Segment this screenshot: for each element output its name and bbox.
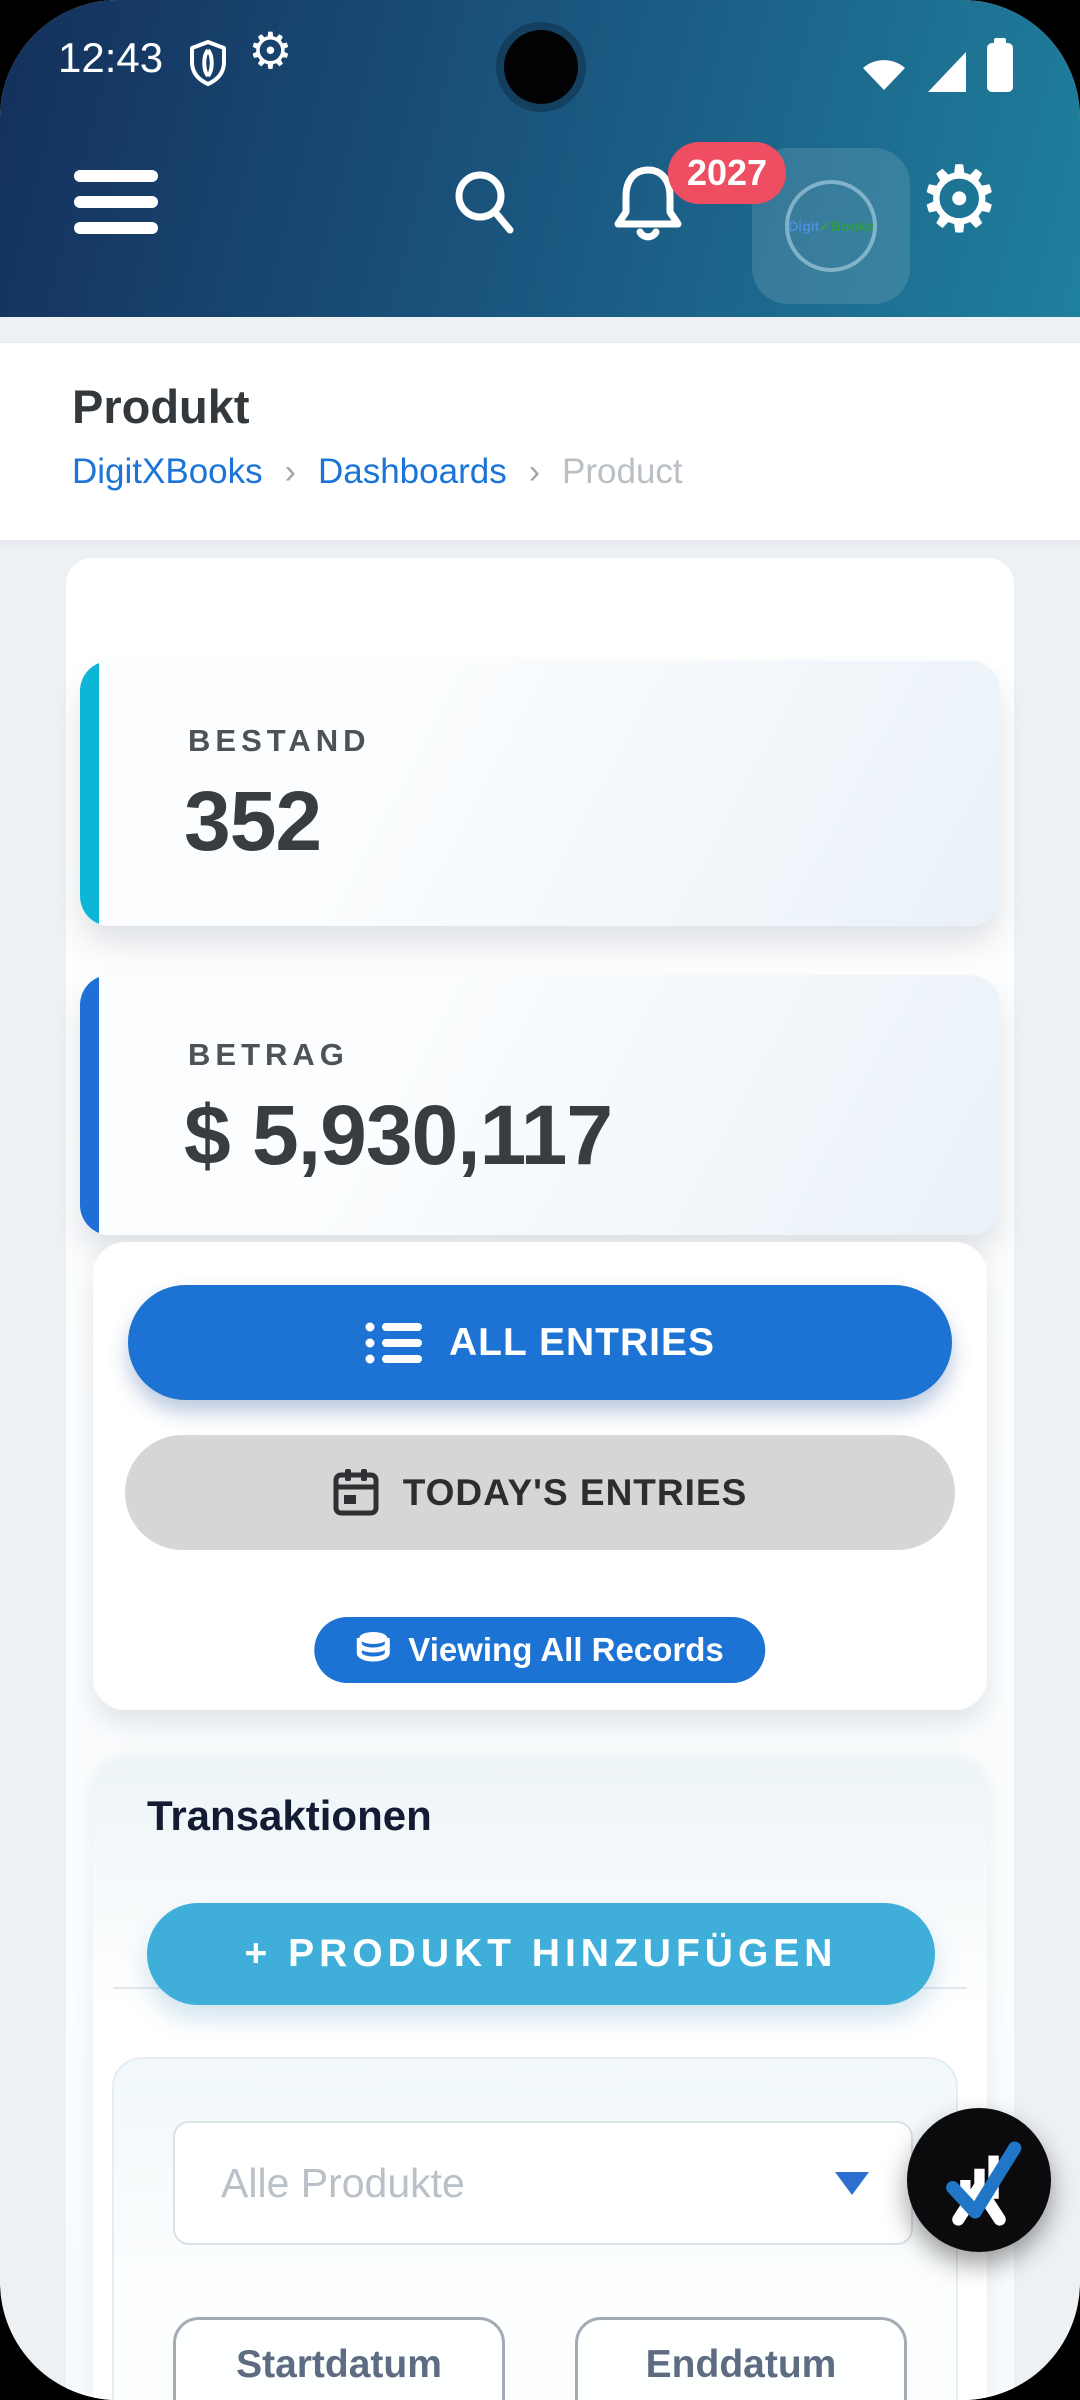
accent-bar-blue bbox=[80, 975, 99, 1235]
end-date-button[interactable]: Enddatum bbox=[575, 2317, 907, 2400]
logo-chart-check-icon bbox=[946, 2141, 1022, 2226]
list-icon bbox=[365, 1322, 423, 1363]
page-title: Produkt bbox=[72, 380, 250, 433]
notification-badge: 2027 bbox=[668, 142, 786, 204]
viewing-all-records-chip: Viewing All Records bbox=[314, 1617, 766, 1683]
wifi-icon bbox=[860, 54, 908, 92]
breadcrumb-dashboards-link[interactable]: Dashboards bbox=[317, 452, 507, 491]
select-placeholder: Alle Produkte bbox=[221, 2159, 465, 2206]
stat-value: 352 bbox=[184, 774, 322, 868]
notifications-button[interactable] bbox=[608, 162, 688, 246]
transactions-title: Transaktionen bbox=[147, 1792, 432, 1839]
calendar-icon bbox=[333, 1468, 379, 1515]
caret-down-icon bbox=[835, 2171, 869, 2195]
search-icon bbox=[455, 171, 514, 234]
stat-card-betrag: BETRAG $ 5,930,117 bbox=[80, 975, 1000, 1235]
chevron-right-icon: › bbox=[284, 452, 296, 491]
stat-value: $ 5,930,117 bbox=[184, 1088, 613, 1182]
add-product-button[interactable]: + PRODUKT HINZUFÜGEN bbox=[147, 1903, 935, 2005]
shield-icon bbox=[186, 38, 230, 88]
app-header: 12:43 ⚙ bbox=[0, 0, 1080, 317]
bell-icon bbox=[614, 166, 682, 241]
clock: 12:43 bbox=[58, 34, 164, 81]
app-bar: 2027 Digit✓Books ⚙ bbox=[0, 100, 1080, 304]
settings-button[interactable]: ⚙ bbox=[918, 149, 1001, 251]
product-filter-select[interactable]: Alle Produkte bbox=[173, 2121, 913, 2245]
database-icon bbox=[356, 1632, 390, 1662]
transactions-card: Transaktionen + PRODUKT HINZUFÜGEN Alle … bbox=[93, 1760, 987, 2400]
search-button[interactable] bbox=[448, 166, 522, 240]
status-bar: 12:43 ⚙ bbox=[0, 0, 1080, 104]
todays-entries-button[interactable]: TODAY'S ENTRIES bbox=[125, 1435, 955, 1550]
chevron-right-icon: › bbox=[528, 452, 541, 491]
stat-card-bestand: BESTAND 352 bbox=[80, 661, 1000, 926]
all-entries-button[interactable]: ALL ENTRIES bbox=[128, 1285, 952, 1400]
cellular-signal-icon bbox=[926, 50, 968, 92]
filter-panel: Alle Produkte Startdatum Enddatum bbox=[112, 2057, 958, 2400]
gear-icon: ⚙ bbox=[248, 23, 293, 79]
app-logo: Digit✓Books bbox=[788, 217, 874, 234]
status-indicators bbox=[860, 38, 1014, 92]
battery-icon bbox=[986, 38, 1014, 92]
start-date-button[interactable]: Startdatum bbox=[173, 2317, 505, 2400]
stat-label: BETRAG bbox=[188, 1037, 349, 1072]
entries-card: ALL ENTRIES TODAY'S ENTRIES Viewing All … bbox=[93, 1242, 987, 1710]
stat-label: BESTAND bbox=[188, 723, 371, 758]
avatar: Digit✓Books bbox=[785, 180, 877, 272]
breadcrumb-home-link[interactable]: DigitXBooks bbox=[72, 452, 263, 491]
floating-action-button[interactable] bbox=[907, 2108, 1051, 2252]
menu-icon bbox=[74, 170, 158, 182]
accent-bar-cyan bbox=[80, 661, 99, 926]
camera-punch-hole bbox=[504, 30, 578, 104]
breadcrumb-current: Product bbox=[562, 452, 683, 491]
page-header: Produkt DigitXBooks › Dashboards › Produ… bbox=[0, 343, 1080, 540]
menu-button[interactable] bbox=[74, 170, 158, 248]
breadcrumb: DigitXBooks › Dashboards › Product bbox=[0, 434, 1080, 492]
